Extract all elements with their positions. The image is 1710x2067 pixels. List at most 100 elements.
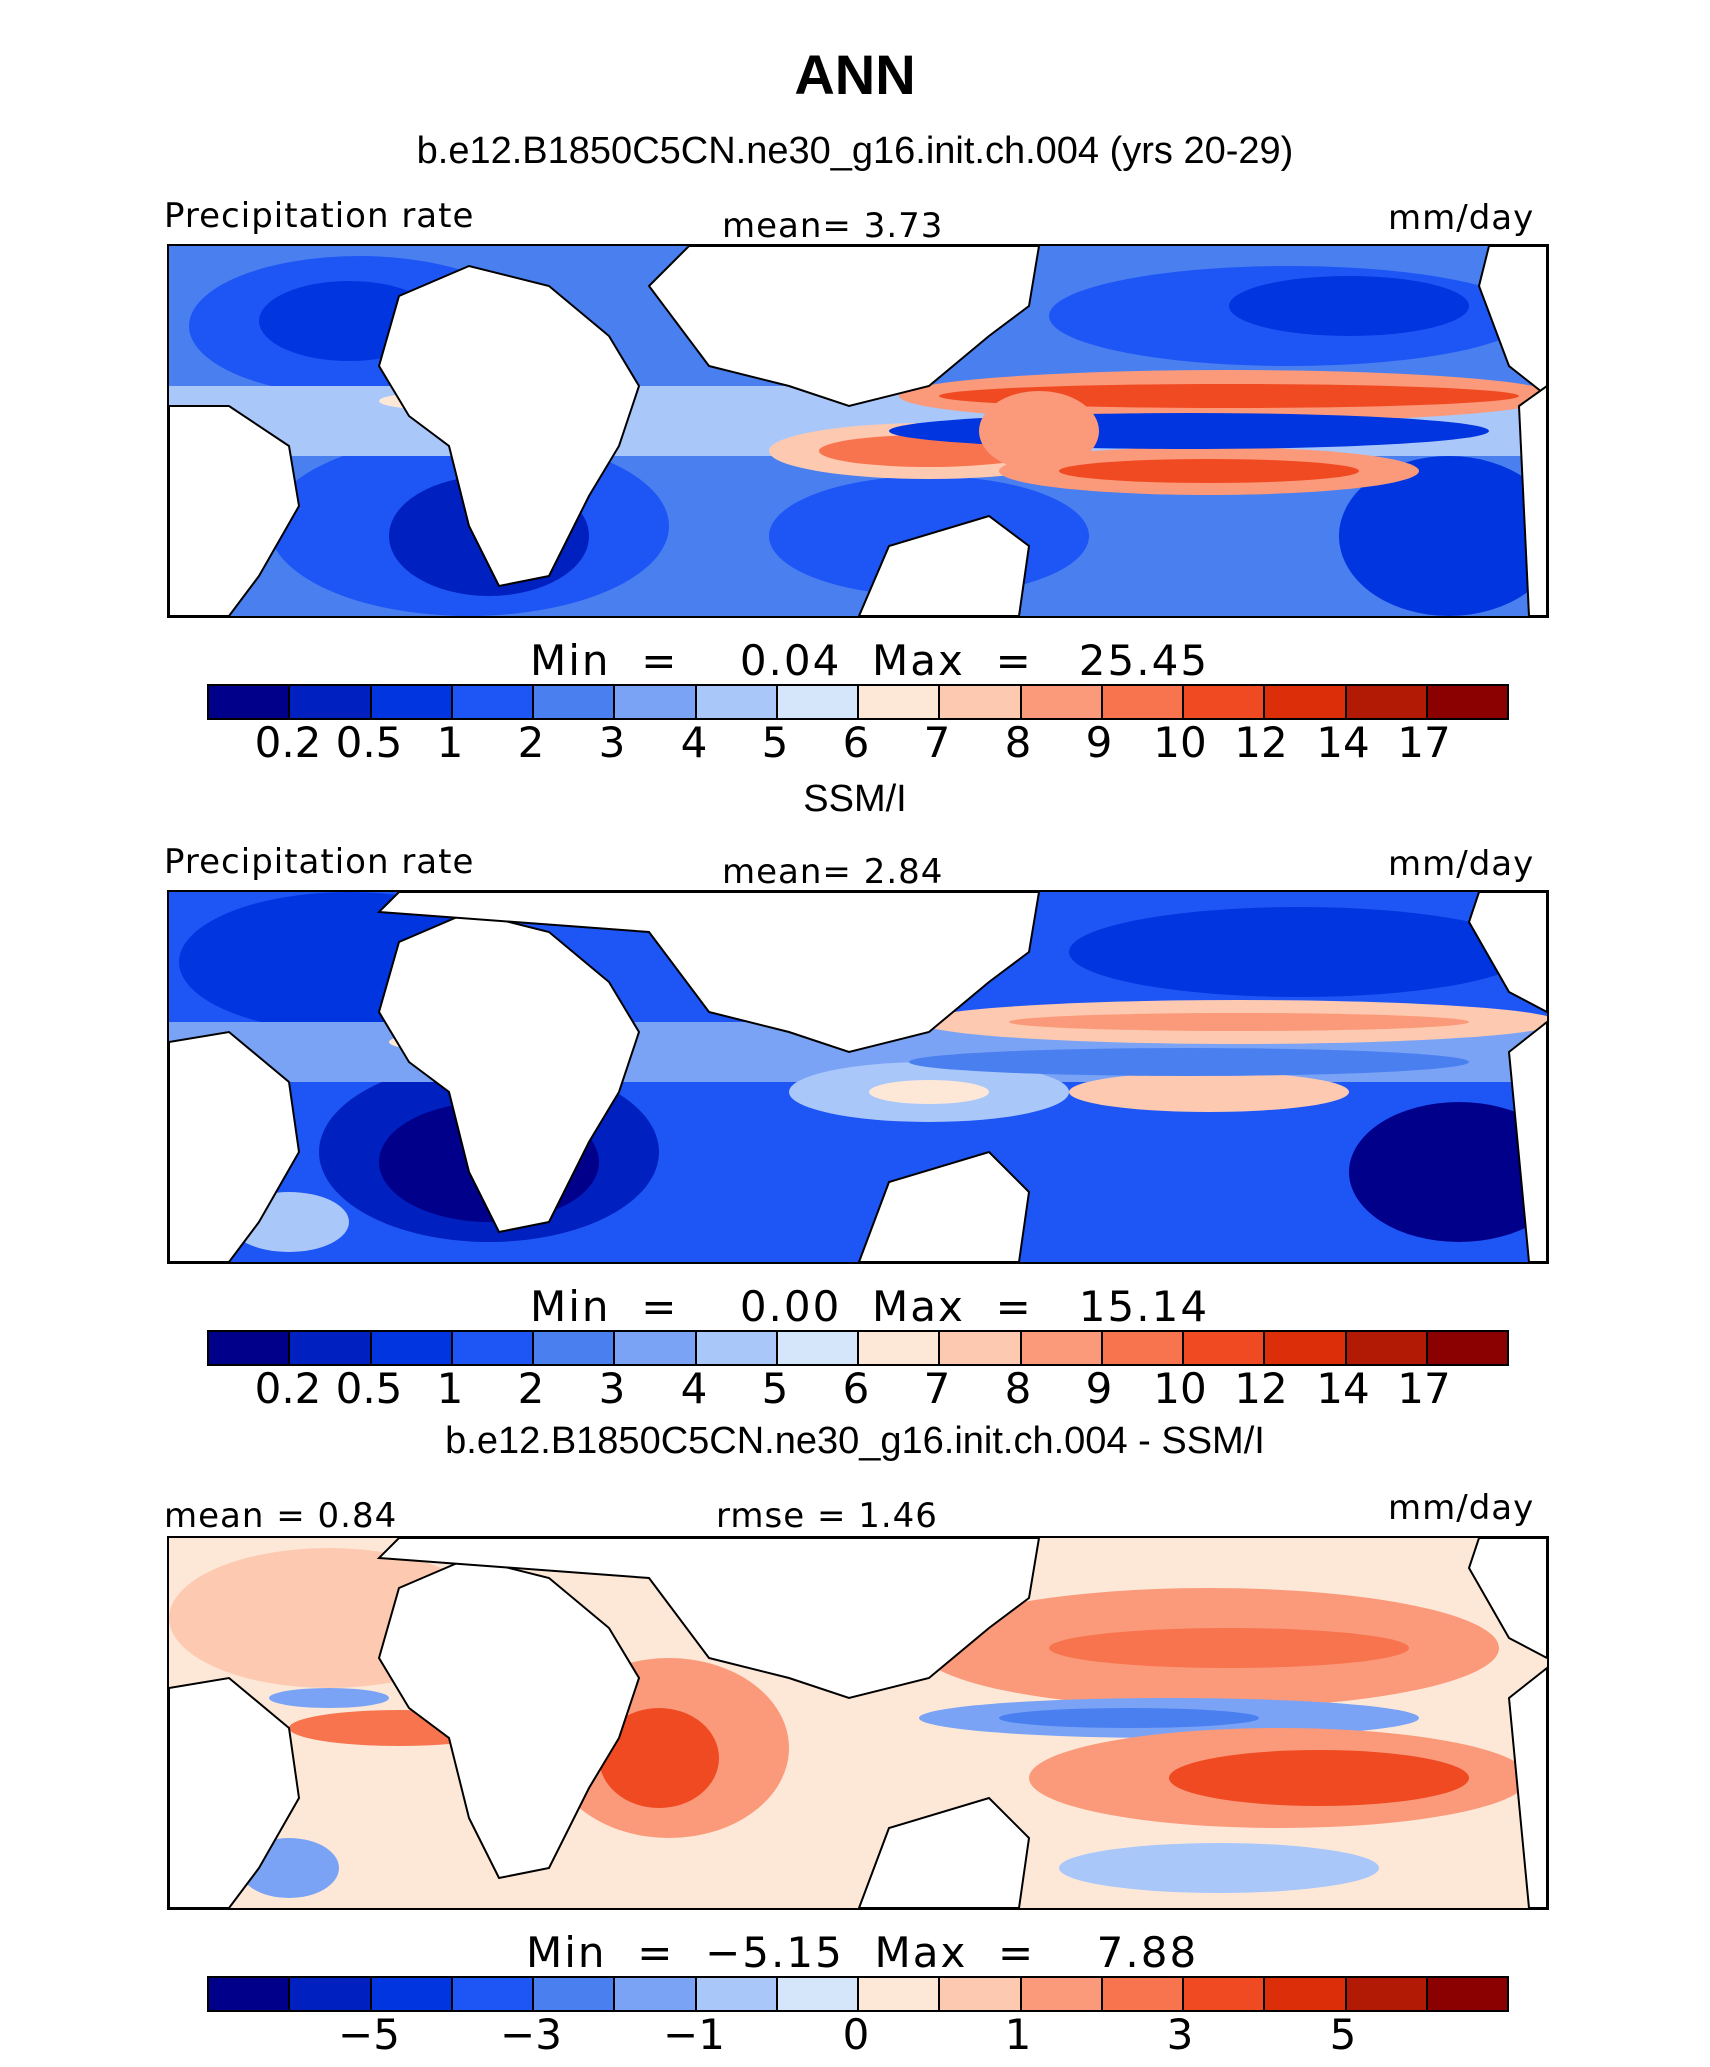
colorbar-swatch bbox=[1184, 1332, 1266, 1364]
colorbar-tick: 0 bbox=[842, 2010, 870, 2059]
panel-2-variable-label: Precipitation rate bbox=[164, 842, 475, 882]
colorbar-swatch bbox=[615, 1978, 697, 2010]
colorbar-tick: 0.5 bbox=[335, 718, 403, 767]
colorbar-swatch bbox=[1021, 686, 1103, 718]
colorbar-swatch bbox=[1184, 686, 1266, 718]
colorbar-tick: 7 bbox=[923, 718, 951, 767]
colorbar-tick: 1 bbox=[436, 1364, 464, 1413]
colorbar-swatch bbox=[1102, 686, 1184, 718]
panel-2-minmax: Min = 0.00 Max = 15.14 bbox=[530, 1282, 1210, 1331]
colorbar-tick: 10 bbox=[1153, 718, 1207, 767]
colorbar-swatch bbox=[452, 1332, 534, 1364]
panel-3-title: b.e12.B1850C5CN.ne30_g16.init.ch.004 - S… bbox=[445, 1420, 1265, 1462]
panel-1-minmax: Min = 0.04 Max = 25.45 bbox=[530, 636, 1210, 685]
colorbar-tick: 5 bbox=[1329, 2010, 1357, 2059]
colorbar-tick: 9 bbox=[1085, 718, 1113, 767]
panel-2-colorbar bbox=[207, 1330, 1509, 1366]
panel-3-rmse-label: rmse = 1.46 bbox=[716, 1496, 938, 1536]
panel-3-difference-field bbox=[169, 1538, 1547, 1908]
colorbar-swatch bbox=[1021, 1978, 1103, 2010]
colorbar-tick: −1 bbox=[663, 2010, 725, 2059]
colorbar-swatch bbox=[1346, 1978, 1428, 2010]
colorbar-swatch bbox=[859, 1978, 941, 2010]
colorbar-tick: 9 bbox=[1085, 1364, 1113, 1413]
colorbar-tick: 8 bbox=[1004, 718, 1032, 767]
colorbar-tick: 2 bbox=[517, 1364, 545, 1413]
panel-3-map bbox=[167, 1536, 1549, 1910]
colorbar-swatch bbox=[534, 1332, 616, 1364]
colorbar-swatch bbox=[696, 1978, 778, 2010]
colorbar-tick: 0.2 bbox=[254, 1364, 322, 1413]
colorbar-swatch bbox=[777, 686, 859, 718]
colorbar-swatch bbox=[209, 686, 291, 718]
colorbar-tick: 6 bbox=[842, 1364, 870, 1413]
colorbar-tick: −5 bbox=[338, 2010, 400, 2059]
colorbar-tick: 14 bbox=[1316, 718, 1370, 767]
colorbar-swatch bbox=[452, 1978, 534, 2010]
colorbar-swatch bbox=[940, 1332, 1022, 1364]
panel-1-map bbox=[167, 244, 1549, 618]
colorbar-swatch bbox=[1184, 1978, 1266, 2010]
colorbar-tick: 5 bbox=[761, 718, 789, 767]
panel-2-precip-field bbox=[169, 892, 1547, 1262]
colorbar-tick: −3 bbox=[500, 2010, 562, 2059]
colorbar-swatch bbox=[534, 1978, 616, 2010]
colorbar-tick: 12 bbox=[1234, 718, 1288, 767]
colorbar-swatch bbox=[1265, 1978, 1347, 2010]
colorbar-swatch bbox=[371, 1978, 453, 2010]
colorbar-tick: 17 bbox=[1397, 1364, 1451, 1413]
colorbar-tick: 8 bbox=[1004, 1364, 1032, 1413]
panel-1-title: b.e12.B1850C5CN.ne30_g16.init.ch.004 (yr… bbox=[416, 130, 1294, 172]
colorbar-tick: 7 bbox=[923, 1364, 951, 1413]
colorbar-swatch bbox=[859, 686, 941, 718]
panel-3-units-label: mm/day bbox=[1388, 1488, 1535, 1528]
panel-2-mean-label: mean= 2.84 bbox=[722, 852, 944, 892]
colorbar-tick: 3 bbox=[598, 1364, 626, 1413]
panel-2-units-label: mm/day bbox=[1388, 844, 1535, 884]
colorbar-swatch bbox=[1346, 686, 1428, 718]
colorbar-tick: 1 bbox=[1004, 2010, 1032, 2059]
panel-3-minmax: Min = −5.15 Max = 7.88 bbox=[526, 1928, 1199, 1977]
colorbar-tick: 0.2 bbox=[254, 718, 322, 767]
colorbar-tick: 1 bbox=[436, 718, 464, 767]
colorbar-swatch bbox=[209, 1332, 291, 1364]
colorbar-swatch bbox=[290, 1332, 372, 1364]
colorbar-swatch bbox=[452, 686, 534, 718]
colorbar-swatch bbox=[1427, 1332, 1507, 1364]
colorbar-tick: 12 bbox=[1234, 1364, 1288, 1413]
colorbar-swatch bbox=[1265, 1332, 1347, 1364]
figure-title: ANN bbox=[794, 43, 916, 106]
colorbar-swatch bbox=[696, 686, 778, 718]
colorbar-tick: 4 bbox=[680, 718, 708, 767]
panel-2-map bbox=[167, 890, 1549, 1264]
panel-2-title: SSM/I bbox=[803, 778, 907, 820]
colorbar-tick: 3 bbox=[1166, 2010, 1194, 2059]
panel-1-precip-field bbox=[169, 246, 1547, 616]
colorbar-swatch bbox=[1427, 1978, 1507, 2010]
colorbar-swatch bbox=[859, 1332, 941, 1364]
colorbar-tick: 3 bbox=[598, 718, 626, 767]
colorbar-swatch bbox=[290, 686, 372, 718]
colorbar-swatch bbox=[1346, 1332, 1428, 1364]
colorbar-swatch bbox=[1102, 1978, 1184, 2010]
colorbar-swatch bbox=[777, 1978, 859, 2010]
colorbar-swatch bbox=[940, 1978, 1022, 2010]
colorbar-tick: 6 bbox=[842, 718, 870, 767]
colorbar-swatch bbox=[371, 686, 453, 718]
colorbar-tick: 0.5 bbox=[335, 1364, 403, 1413]
colorbar-swatch bbox=[615, 1332, 697, 1364]
colorbar-swatch bbox=[940, 686, 1022, 718]
colorbar-swatch bbox=[1265, 686, 1347, 718]
panel-1-mean-label: mean= 3.73 bbox=[722, 206, 944, 246]
panel-1-colorbar bbox=[207, 684, 1509, 720]
colorbar-swatch bbox=[534, 686, 616, 718]
colorbar-swatch bbox=[615, 686, 697, 718]
colorbar-swatch bbox=[777, 1332, 859, 1364]
panel-1-variable-label: Precipitation rate bbox=[164, 196, 475, 236]
colorbar-tick: 17 bbox=[1397, 718, 1451, 767]
colorbar-swatch bbox=[290, 1978, 372, 2010]
colorbar-swatch bbox=[1427, 686, 1507, 718]
colorbar-swatch bbox=[209, 1978, 291, 2010]
colorbar-tick: 4 bbox=[680, 1364, 708, 1413]
colorbar-tick: 14 bbox=[1316, 1364, 1370, 1413]
